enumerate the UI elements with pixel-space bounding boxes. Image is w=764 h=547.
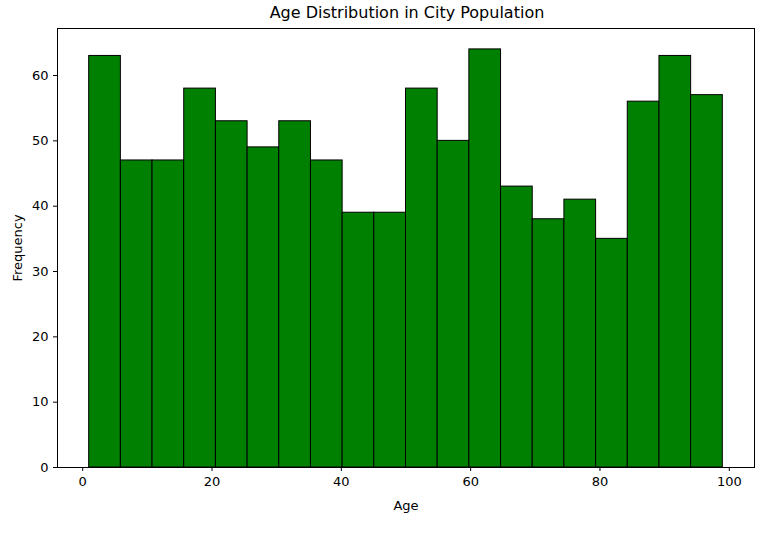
svg-text:20: 20 [204,474,221,489]
svg-text:Age: Age [393,498,418,513]
svg-text:40: 40 [32,198,49,213]
svg-text:10: 10 [32,394,49,409]
svg-text:60: 60 [32,68,49,83]
svg-text:Frequency: Frequency [10,214,25,281]
svg-text:0: 0 [79,474,87,489]
svg-text:30: 30 [32,264,49,279]
svg-text:40: 40 [333,474,350,489]
html-text:Age Distribution in City Popul: Age Distribution in City Population [269,3,545,22]
svg-text:80: 80 [592,474,609,489]
svg-text:20: 20 [32,329,49,344]
svg-text:60: 60 [462,474,479,489]
svg-text:100: 100 [717,474,742,489]
svg-text:50: 50 [32,133,49,148]
svg-text:0: 0 [40,460,48,475]
